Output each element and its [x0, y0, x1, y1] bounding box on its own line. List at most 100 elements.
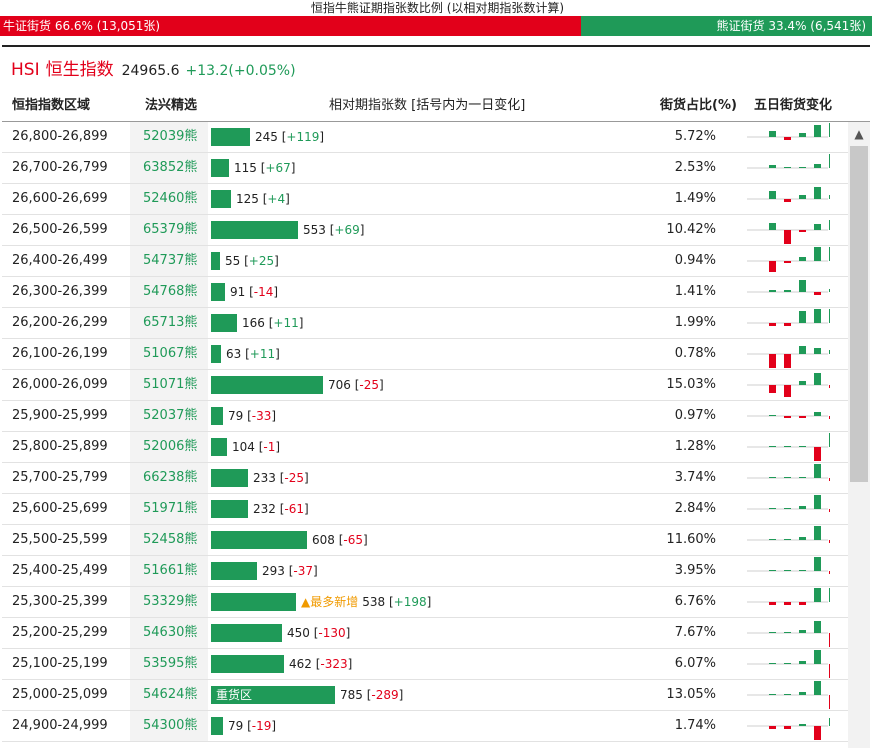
warrant-code-link[interactable]: 51661熊 [130, 556, 208, 586]
sparkline-bar [814, 447, 821, 461]
contracts-value: 553 [+69] [303, 223, 365, 237]
sparkline-bar [814, 373, 821, 385]
table-row: 25,500-25,599 52458熊 608 [-65] 11.60% [2, 525, 848, 556]
scroll-up-icon[interactable]: ▲ [854, 127, 864, 141]
sparkline-bar [784, 167, 791, 168]
sparkline-bar [814, 412, 821, 416]
sparkline-bar [769, 539, 776, 540]
sparkline-bar [784, 602, 791, 605]
contracts-count: 125 [236, 192, 259, 206]
sparkline-bar [799, 257, 806, 261]
range-cell: 24,900-24,999 [12, 718, 108, 733]
share-percent: 1.49% [674, 191, 716, 206]
sparkline-bar [814, 309, 821, 323]
daily-change: +11 [273, 316, 299, 330]
index-code[interactable]: HSI [11, 60, 40, 80]
sparkline-bar [769, 261, 776, 272]
sparkline-bar [814, 495, 821, 509]
share-percent: 6.07% [674, 656, 716, 671]
daily-change: -1 [263, 440, 276, 454]
sparkline-bar [814, 187, 821, 199]
sparkline-bar [814, 164, 821, 168]
contracts-count: 462 [289, 657, 312, 671]
range-cell: 25,300-25,399 [12, 594, 108, 609]
five-day-sparkline [747, 187, 830, 202]
five-day-sparkline [747, 650, 830, 678]
warrant-code-link[interactable]: 51971熊 [130, 494, 208, 524]
warrant-code-link[interactable]: 52460熊 [130, 184, 208, 214]
warrant-code-link[interactable]: 63852熊 [130, 153, 208, 183]
contracts-count: 79 [228, 719, 244, 733]
index-quote: HSI 恒生指数 24965.6 +13.2(+0.05%) [11, 58, 296, 82]
sparkline-bar [829, 123, 830, 137]
sparkline-bar [769, 290, 776, 292]
warrant-code-link[interactable]: 51071熊 [130, 370, 208, 400]
sparkline-bar [814, 224, 821, 230]
warrant-code-link[interactable]: 54624熊 [130, 680, 208, 710]
warrant-code-link[interactable]: 54300熊 [130, 711, 208, 741]
table-row: 25,400-25,499 51661熊 293 [-37] 3.95% [2, 556, 848, 587]
range-cell: 25,000-25,099 [12, 687, 108, 702]
daily-change: +67 [265, 161, 291, 175]
range-cell: 26,200-26,299 [12, 315, 108, 330]
contracts-value: 706 [-25] [328, 378, 384, 392]
contracts-count: 233 [253, 471, 276, 485]
warrant-code-link[interactable]: 65379熊 [130, 215, 208, 245]
range-cell: 25,100-25,199 [12, 656, 108, 671]
contracts-bar [211, 624, 282, 642]
five-day-sparkline [747, 526, 830, 543]
warrant-code-link[interactable]: 54630熊 [130, 618, 208, 648]
sparkline-bar [829, 195, 830, 199]
table-row: 25,100-25,199 53595熊 462 [-323] 6.07% [2, 649, 848, 680]
warrant-code-link[interactable]: 51067熊 [130, 339, 208, 369]
range-cell: 26,400-26,499 [12, 253, 108, 268]
index-name[interactable]: 恒生指数 [45, 60, 114, 80]
share-percent: 2.84% [674, 501, 716, 516]
sparkline-bar [769, 508, 776, 509]
sparkline-bar [814, 348, 821, 354]
header-range: 恒指指数区域 [12, 98, 91, 113]
sparkline-bar [829, 718, 830, 726]
share-percent: 0.78% [674, 346, 716, 361]
sparkline-bar [784, 446, 791, 447]
sparkline-bar [799, 416, 806, 418]
scroll-thumb[interactable] [850, 146, 868, 482]
share-percent: 6.76% [674, 594, 716, 609]
sparkline-bar [799, 446, 806, 447]
warrant-code-link[interactable]: 52458熊 [130, 525, 208, 555]
scrollbar[interactable]: ▲ [848, 122, 870, 748]
contracts-bar [211, 159, 229, 177]
warrant-code-link[interactable]: 66238熊 [130, 463, 208, 493]
warrant-code-link[interactable]: 52039熊 [130, 122, 208, 152]
sparkline-bar [799, 230, 806, 232]
sparkline-bar [829, 478, 830, 481]
warrant-code-link[interactable]: 52006熊 [130, 432, 208, 462]
sparkline-bar [829, 540, 830, 543]
sparkline-bar [799, 506, 806, 509]
table-row: 26,500-26,599 65379熊 553 [+69] 10.42% [2, 215, 848, 246]
contracts-count: 538 [362, 595, 386, 609]
warrant-code-link[interactable]: 54768熊 [130, 277, 208, 307]
share-percent: 10.42% [666, 222, 716, 237]
sparkline-bar [814, 464, 821, 478]
sparkline-bar [769, 191, 776, 199]
contracts-bar [211, 190, 231, 208]
contracts-value: 785 [-289] [340, 688, 404, 702]
sparkline-bar [814, 526, 821, 540]
warrant-code-link[interactable]: 54737熊 [130, 246, 208, 276]
sparkline-bar [814, 681, 821, 695]
daily-change: -130 [318, 626, 346, 640]
warrant-code-link[interactable]: 52037熊 [130, 401, 208, 431]
sparkline-bar [829, 247, 830, 261]
contracts-count: 553 [303, 223, 326, 237]
sparkline-bar [829, 220, 830, 230]
warrant-code-link[interactable]: 53595熊 [130, 649, 208, 679]
range-cell: 25,800-25,899 [12, 439, 108, 454]
contracts-count: 232 [253, 502, 276, 516]
range-cell: 26,800-26,899 [12, 129, 108, 144]
sparkline-bar [784, 539, 791, 540]
warrant-code-link[interactable]: 65713熊 [130, 308, 208, 338]
five-day-sparkline [747, 557, 830, 574]
bear-share-segment: 熊证街货 33.4% (6,541张) [580, 16, 872, 36]
warrant-code-link[interactable]: 53329熊 [130, 587, 208, 617]
